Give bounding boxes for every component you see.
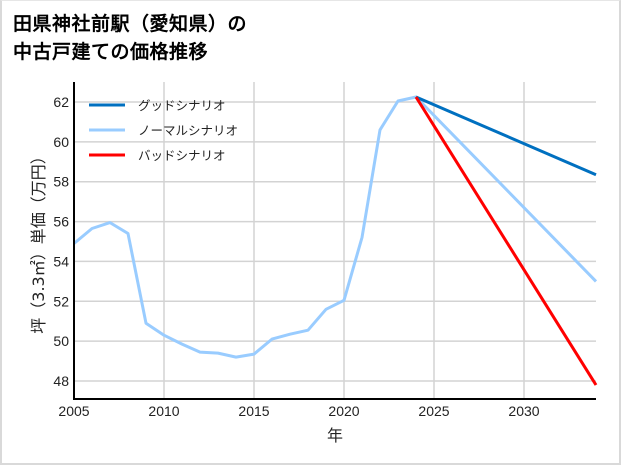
x-axis-label: 年: [327, 426, 343, 445]
y-tick-label: 50: [53, 333, 69, 349]
chart-title-line2: 中古戸建ての価格推移: [13, 41, 209, 63]
x-tick-label: 2015: [238, 403, 269, 419]
y-tick-label: 48: [53, 373, 69, 389]
y-tick-label: 58: [53, 174, 69, 190]
x-tick-label: 2005: [58, 403, 89, 419]
x-tick-label: 2030: [508, 403, 539, 419]
x-tick-label: 2020: [328, 403, 359, 419]
legend-label: グッドシナリオ: [138, 98, 226, 113]
y-tick-label: 60: [53, 134, 69, 150]
series-line-0: [415, 95, 597, 177]
chart-title: 田県神社前駅（愛知県）の 中古戸建ての価格推移: [13, 10, 247, 66]
y-axis-label: 坪（3.3㎡）単価（万円）: [29, 148, 48, 333]
chart-title-line1: 田県神社前駅（愛知県）の: [13, 13, 248, 35]
x-tick-label: 2025: [418, 403, 449, 419]
y-tick-label: 52: [53, 293, 69, 309]
legend-label: ノーマルシナリオ: [138, 123, 238, 138]
series-line-2: [414, 96, 598, 386]
grid-lines: [74, 82, 596, 399]
data-series: [73, 95, 598, 386]
y-tick-label: 56: [53, 214, 69, 230]
y-tick-label: 54: [53, 253, 69, 269]
series-line-1: [73, 95, 598, 359]
axes: 48 50 52 54 56 58 60 62 2005 2010 2015 2020 2025 2030: [53, 82, 596, 419]
legend-label: バッドシナリオ: [138, 148, 226, 163]
x-tick-label: 2010: [148, 403, 179, 419]
y-tick-label: 62: [53, 94, 69, 110]
